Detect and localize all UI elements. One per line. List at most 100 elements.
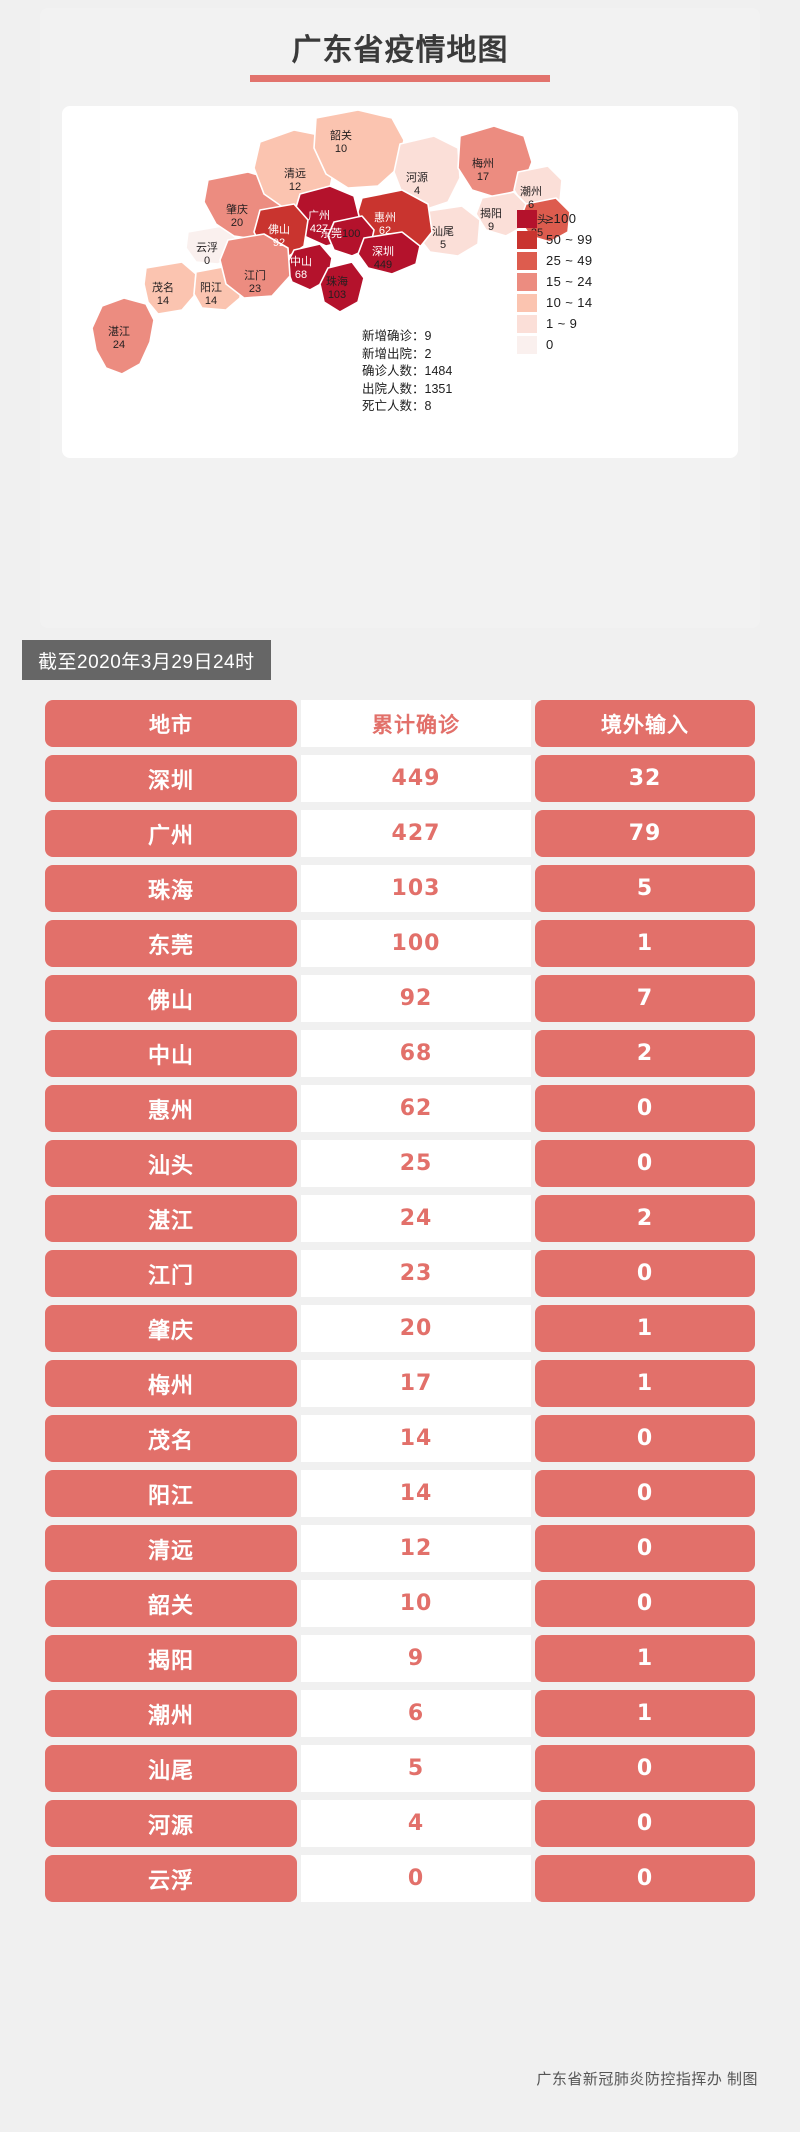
cell-total: 449: [301, 755, 531, 802]
cell-total: 0: [301, 1855, 531, 1902]
column-header-total: 累计确诊: [301, 700, 531, 747]
cell-imported: 32: [535, 755, 755, 802]
table-row[interactable]: 韶关 10 0: [45, 1580, 755, 1627]
cell-city: 东莞: [45, 920, 297, 967]
legend-swatch-icon: [517, 293, 537, 312]
table-row[interactable]: 清远 12 0: [45, 1525, 755, 1572]
cell-city: 梅州: [45, 1360, 297, 1407]
table-row[interactable]: 珠海 103 5: [45, 865, 755, 912]
cell-imported: 0: [535, 1800, 755, 1847]
column-header-city: 地市: [45, 700, 297, 747]
table-row[interactable]: 茂名 14 0: [45, 1415, 755, 1462]
table-row[interactable]: 潮州 6 1: [45, 1690, 755, 1737]
cell-total: 68: [301, 1030, 531, 1077]
cell-city: 肇庆: [45, 1305, 297, 1352]
table-row[interactable]: 中山 68 2: [45, 1030, 755, 1077]
cell-imported: 5: [535, 865, 755, 912]
cell-city: 珠海: [45, 865, 297, 912]
cell-imported: 0: [535, 1745, 755, 1792]
cell-imported: 0: [535, 1525, 755, 1572]
title-underline: [250, 74, 550, 82]
table-row[interactable]: 阳江 14 0: [45, 1470, 755, 1517]
table-row[interactable]: 汕头 25 0: [45, 1140, 755, 1187]
map-card: 广东省疫情地图: [40, 8, 760, 628]
cell-city: 韶关: [45, 1580, 297, 1627]
cell-imported: 1: [535, 1360, 755, 1407]
cell-total: 427: [301, 810, 531, 857]
table-row[interactable]: 云浮 0 0: [45, 1855, 755, 1902]
stat-deaths: 死亡人数：8: [362, 399, 432, 413]
cell-total: 14: [301, 1470, 531, 1517]
table-row[interactable]: 河源 4 0: [45, 1800, 755, 1847]
cell-total: 12: [301, 1525, 531, 1572]
table-row[interactable]: 湛江 24 2: [45, 1195, 755, 1242]
cell-total: 14: [301, 1415, 531, 1462]
map-statistics: 新增确诊：9 新增出院：2 确诊人数：1484 出院人数：1351 死亡人数：8: [362, 328, 452, 416]
table-row[interactable]: 江门 23 0: [45, 1250, 755, 1297]
cell-imported: 1: [535, 1690, 755, 1737]
cell-total: 5: [301, 1745, 531, 1792]
cell-imported: 0: [535, 1250, 755, 1297]
cell-city: 阳江: [45, 1470, 297, 1517]
legend-item: 10 ~ 14: [517, 292, 677, 313]
legend-item: 1 ~ 9: [517, 313, 677, 334]
cell-city: 汕尾: [45, 1745, 297, 1792]
cell-total: 20: [301, 1305, 531, 1352]
cell-total: 100: [301, 920, 531, 967]
table-row[interactable]: 广州 427 79: [45, 810, 755, 857]
table-row[interactable]: 东莞 100 1: [45, 920, 755, 967]
cell-city: 茂名: [45, 1415, 297, 1462]
footer-credit: 广东省新冠肺炎防控指挥办 制图: [536, 2071, 758, 2088]
table-row[interactable]: 惠州 62 0: [45, 1085, 755, 1132]
cell-city: 广州: [45, 810, 297, 857]
cell-imported: 2: [535, 1195, 755, 1242]
cell-imported: 0: [535, 1580, 755, 1627]
cell-imported: 0: [535, 1470, 755, 1517]
cell-total: 24: [301, 1195, 531, 1242]
cell-total: 4: [301, 1800, 531, 1847]
cell-city: 佛山: [45, 975, 297, 1022]
cell-total: 9: [301, 1635, 531, 1682]
cell-imported: 2: [535, 1030, 755, 1077]
stat-new-discharged: 新增出院：2: [362, 346, 432, 361]
legend-item: 25 ~ 49: [517, 250, 677, 271]
table-row[interactable]: 揭阳 9 1: [45, 1635, 755, 1682]
table-row[interactable]: 深圳 449 32: [45, 755, 755, 802]
cell-city: 揭阳: [45, 1635, 297, 1682]
legend-swatch-icon: [517, 314, 537, 333]
cell-city: 云浮: [45, 1855, 297, 1902]
map-legend: ≥100 50 ~ 99 25 ~ 49 15 ~ 24 10 ~ 14 1 ~…: [517, 208, 677, 355]
stat-total-discharged: 出院人数：1351: [362, 381, 453, 396]
cell-city: 汕头: [45, 1140, 297, 1187]
cell-total: 25: [301, 1140, 531, 1187]
guangdong-map[interactable]: 韶关 10 清远 12 河源 4 梅州 17 潮州 6 揭阳 9 汕头 25 肇庆 20 云浮 0…: [62, 106, 738, 458]
cell-city: 潮州: [45, 1690, 297, 1737]
column-header-imported: 境外输入: [535, 700, 755, 747]
cell-city: 湛江: [45, 1195, 297, 1242]
cell-city: 河源: [45, 1800, 297, 1847]
legend-item: 15 ~ 24: [517, 271, 677, 292]
cell-city: 深圳: [45, 755, 297, 802]
cell-imported: 7: [535, 975, 755, 1022]
cell-total: 10: [301, 1580, 531, 1627]
table-row[interactable]: 佛山 92 7: [45, 975, 755, 1022]
title-block: 广东省疫情地图: [40, 33, 760, 82]
cell-city: 江门: [45, 1250, 297, 1297]
cell-imported: 0: [535, 1085, 755, 1132]
legend-swatch-icon: [517, 230, 537, 249]
legend-swatch-icon: [517, 251, 537, 270]
cell-imported: 1: [535, 1635, 755, 1682]
table-row[interactable]: 肇庆 20 1: [45, 1305, 755, 1352]
cell-total: 103: [301, 865, 531, 912]
legend-swatch-icon: [517, 272, 537, 291]
cell-total: 17: [301, 1360, 531, 1407]
cell-total: 62: [301, 1085, 531, 1132]
table-row[interactable]: 梅州 17 1: [45, 1360, 755, 1407]
cell-city: 中山: [45, 1030, 297, 1077]
cell-imported: 0: [535, 1140, 755, 1187]
legend-item: 50 ~ 99: [517, 229, 677, 250]
legend-swatch-icon: [517, 209, 537, 228]
cell-total: 92: [301, 975, 531, 1022]
table-row[interactable]: 汕尾 5 0: [45, 1745, 755, 1792]
cell-imported: 0: [535, 1415, 755, 1462]
